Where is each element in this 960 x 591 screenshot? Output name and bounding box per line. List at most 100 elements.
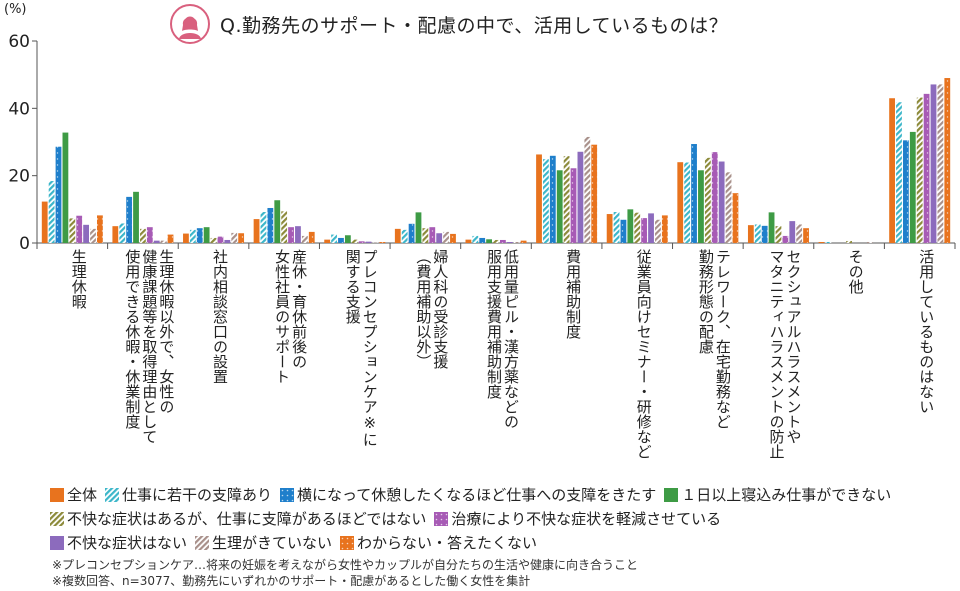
x-tick-label: 生理休暇以外で、女性の 健康課題等を取得理由として 使用できる休暇・休業制度 [123, 249, 176, 444]
y-tick-label: 0 [19, 234, 30, 250]
footnotes: ※プレコンセプションケア…将来の妊娠を考えながら女性やカップルが自分たちの生活や… [52, 557, 638, 589]
bar [803, 228, 809, 243]
bar [479, 237, 486, 243]
bar [69, 218, 76, 243]
bar [896, 102, 902, 243]
bar [909, 131, 916, 243]
legend-swatch [195, 536, 210, 550]
bar [677, 162, 684, 243]
bar [62, 132, 69, 243]
bar [146, 227, 153, 243]
y-axis-unit: (%) [4, 2, 27, 17]
legend-item: わからない・答えたくない [340, 531, 537, 555]
bar [889, 98, 895, 243]
bar [379, 241, 386, 243]
bar [493, 239, 499, 243]
bar [634, 212, 641, 243]
legend-label: 生理がきていない [212, 534, 333, 552]
bar [584, 136, 591, 243]
bar [500, 239, 506, 243]
legend-swatch [280, 488, 295, 502]
bar [620, 219, 627, 243]
bar [606, 214, 613, 243]
bar [577, 151, 584, 243]
bar [196, 228, 203, 243]
bar [641, 218, 648, 243]
bar [486, 239, 492, 243]
legend-swatch [50, 536, 64, 550]
legend-item: 生理がきていない [195, 531, 332, 555]
bar [90, 228, 96, 243]
bar [231, 232, 238, 243]
y-tick-label: 60 [8, 32, 30, 52]
bar [183, 233, 189, 243]
bar [718, 161, 725, 243]
bar [704, 157, 711, 243]
legend-swatch [50, 512, 64, 526]
x-tick-label: 社内相談窓口の設置 [211, 249, 230, 384]
bar [238, 233, 245, 243]
legend-item: 全体 [50, 483, 97, 507]
legend-label: わからない・答えたくない [357, 534, 538, 552]
bar [210, 237, 217, 243]
legend-swatch [50, 488, 64, 502]
bar [789, 221, 796, 243]
chart-header: Q.勤務先のサポート・配慮の中で、活用しているものは？ [170, 2, 728, 46]
bar [160, 240, 167, 243]
bar [167, 234, 174, 243]
bar [301, 235, 308, 243]
bar [627, 209, 634, 243]
bar [253, 219, 260, 243]
x-tick-label: 従業員向けセミナー・研修など [634, 249, 653, 459]
bar [358, 241, 365, 243]
bar [563, 156, 570, 243]
legend-item: 不快な症状はない [50, 531, 187, 555]
bar [825, 241, 832, 243]
bar [944, 78, 951, 244]
x-tick-label: 生理休暇 [69, 249, 88, 309]
bar [308, 231, 315, 243]
bar [429, 227, 436, 243]
legend-label: 全体 [67, 486, 98, 504]
bar [866, 241, 873, 243]
bar [274, 200, 281, 243]
legend-item: 横になって休憩したくなるほど仕事への支障をきたす [280, 483, 656, 507]
bar [331, 234, 337, 243]
bar [768, 212, 775, 243]
bar [76, 215, 83, 243]
bar [281, 211, 288, 243]
bar [661, 215, 668, 243]
bar [796, 224, 803, 243]
bar [591, 144, 598, 243]
legend-label: 仕事に若干の支障あり [122, 486, 273, 504]
bar [747, 225, 754, 243]
bar [725, 172, 732, 243]
bar [83, 224, 90, 243]
bar [520, 240, 527, 243]
bar [119, 223, 126, 243]
bar [684, 162, 691, 243]
legend-label: 不快な症状はない [67, 534, 188, 552]
x-tick-label: テレワーク、在宅勤務など 勤務形態の配慮 [696, 249, 732, 429]
bar [295, 226, 301, 243]
x-tick-label: 活用しているものはない [917, 249, 936, 414]
bar [513, 241, 520, 243]
legend: 全体 仕事に若干の支障あり 横になって休憩したくなるほど仕事への支障をきたす １日以上… [50, 483, 899, 555]
x-tick-label: 婦人科の受診支援 （費用補助以外） [414, 249, 450, 369]
bar [351, 239, 358, 243]
bar [570, 168, 577, 243]
bar [203, 227, 210, 243]
bar [937, 84, 944, 244]
bar [55, 146, 62, 243]
bar [465, 239, 472, 243]
bar [818, 241, 825, 243]
bar [408, 223, 415, 243]
legend-label: 不快な症状はあるが、仕事に支障があるほどではない [67, 510, 427, 528]
x-tick-label: プレコンセプションケア※に 関する支援 [343, 249, 379, 447]
bar [711, 152, 718, 243]
footnote: ※複数回答、n=3077、勤務先にいずれかのサポート・配慮があるとした働く女性を… [52, 574, 531, 588]
bar [543, 159, 549, 243]
bar [97, 215, 103, 243]
bar [126, 196, 133, 243]
legend-item: 仕事に若干の支障あり [105, 483, 272, 507]
